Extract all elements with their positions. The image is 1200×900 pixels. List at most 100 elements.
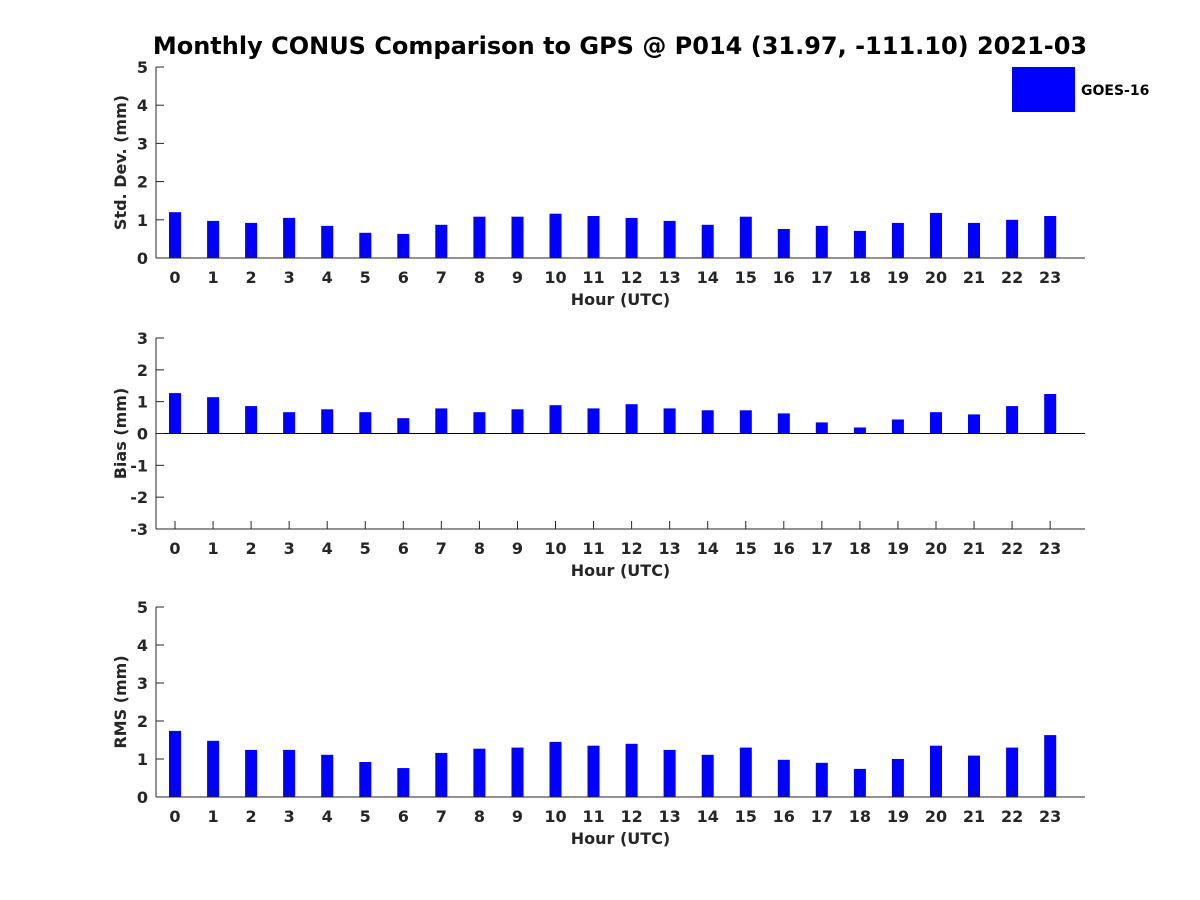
std-xtick-label: 3 — [284, 268, 295, 287]
rms-xtick-label: 6 — [398, 807, 409, 826]
rms-bar-11 — [587, 745, 600, 797]
rms-bar-12 — [625, 743, 638, 797]
std-xtick-label: 19 — [887, 268, 909, 287]
rms-xtick-label: 8 — [474, 807, 485, 826]
rms-ytick-label: 3 — [137, 674, 148, 693]
rms-bar-9 — [511, 747, 524, 797]
bias-xtick-label: 0 — [169, 539, 180, 558]
std-bar-5 — [359, 232, 372, 258]
legend: GOES-16 — [1012, 67, 1149, 112]
bias-bar-14 — [701, 410, 714, 434]
std-bar-22 — [1006, 219, 1019, 258]
bias-ylabel: Bias (mm) — [111, 388, 130, 480]
bias-ytick-label: 3 — [137, 329, 148, 348]
rms-bar-18 — [853, 768, 866, 797]
rms-xtick-label: 16 — [773, 807, 795, 826]
std-bar-14 — [701, 224, 714, 258]
std-bar-3 — [283, 217, 296, 258]
bias-xtick-label: 20 — [925, 539, 947, 558]
std-bar-19 — [891, 222, 904, 258]
rms-xtick-label: 4 — [322, 807, 333, 826]
rms-bar-16 — [777, 759, 790, 797]
bias-bar-10 — [549, 405, 562, 434]
rms-xtick-label: 5 — [360, 807, 371, 826]
std-xtick-label: 5 — [360, 268, 371, 287]
rms-bar-15 — [739, 747, 752, 797]
rms-bar-10 — [549, 741, 562, 797]
bias-ytick-label: -1 — [130, 456, 148, 475]
rms-bar-2 — [245, 749, 258, 797]
std-xtick-label: 11 — [582, 268, 604, 287]
bias-bar-19 — [891, 419, 904, 434]
bias-xtick-label: 16 — [773, 539, 795, 558]
bias-ytick-label: -2 — [130, 488, 148, 507]
std-xtick-label: 20 — [925, 268, 947, 287]
rms-bar-19 — [891, 759, 904, 797]
std-bar-10 — [549, 213, 562, 258]
rms-bar-21 — [968, 755, 980, 797]
bias-xtick-label: 9 — [512, 539, 523, 558]
std-xtick-label: 4 — [322, 268, 333, 287]
bias-ytick-label: 1 — [137, 393, 148, 412]
rms-ytick-label: 1 — [137, 750, 148, 769]
rms-xtick-label: 17 — [811, 807, 833, 826]
bias-bar-16 — [777, 413, 790, 434]
bias-bar-21 — [968, 414, 980, 434]
rms-bar-6 — [397, 768, 410, 797]
std-xtick-label: 22 — [1001, 268, 1023, 287]
bias-bar-18 — [853, 427, 866, 434]
bias-bar-6 — [397, 418, 410, 434]
rms-xtick-label: 3 — [284, 807, 295, 826]
bias-bar-8 — [473, 412, 486, 434]
rms-xtick-label: 0 — [169, 807, 180, 826]
std-bar-21 — [968, 222, 980, 258]
rms-bar-20 — [930, 745, 942, 797]
bias-bar-7 — [435, 408, 448, 434]
bias-xtick-label: 21 — [963, 539, 985, 558]
std-bar-1 — [207, 220, 220, 258]
std-bar-17 — [815, 225, 828, 258]
std-bar-16 — [777, 229, 790, 258]
std-bar-13 — [663, 220, 676, 258]
std-xtick-label: 12 — [620, 268, 642, 287]
bias-xtick-label: 18 — [849, 539, 871, 558]
std-bar-11 — [587, 216, 600, 258]
std-bar-6 — [397, 233, 410, 258]
bias-bar-20 — [930, 412, 942, 434]
std-bar-0 — [169, 212, 181, 258]
rms-ytick-label: 4 — [137, 636, 148, 655]
std-ytick-label: 2 — [137, 173, 148, 192]
rms-xtick-label: 10 — [544, 807, 566, 826]
rms-ytick-label: 5 — [137, 598, 148, 617]
bias-bar-17 — [815, 422, 828, 434]
std-bar-23 — [1044, 216, 1057, 258]
rms-bar-0 — [169, 730, 181, 797]
std-xtick-label: 23 — [1039, 268, 1061, 287]
std-ytick-label: 4 — [137, 96, 148, 115]
bias-bar-1 — [207, 397, 220, 434]
bias-xtick-label: 4 — [322, 539, 333, 558]
rms-xtick-label: 21 — [963, 807, 985, 826]
std-xtick-label: 17 — [811, 268, 833, 287]
rms-xtick-label: 7 — [436, 807, 447, 826]
rms-bar-17 — [815, 762, 828, 797]
bias-bar-15 — [739, 410, 752, 434]
std-xtick-label: 18 — [849, 268, 871, 287]
rms-xtick-label: 15 — [735, 807, 757, 826]
std-bar-2 — [245, 222, 258, 258]
std-bar-4 — [321, 225, 334, 258]
legend-swatch — [1012, 67, 1075, 112]
std-xtick-label: 9 — [512, 268, 523, 287]
bias-bar-3 — [283, 412, 296, 434]
rms-bar-13 — [663, 749, 676, 797]
bias-xtick-label: 15 — [735, 539, 757, 558]
bias-bar-4 — [321, 409, 334, 434]
bias-xtick-label: 14 — [697, 539, 719, 558]
bias-bar-0 — [169, 393, 181, 434]
std-ytick-label: 1 — [137, 211, 148, 230]
std-xlabel: Hour (UTC) — [571, 290, 671, 309]
rms-xtick-label: 11 — [582, 807, 604, 826]
bias-xtick-label: 5 — [360, 539, 371, 558]
